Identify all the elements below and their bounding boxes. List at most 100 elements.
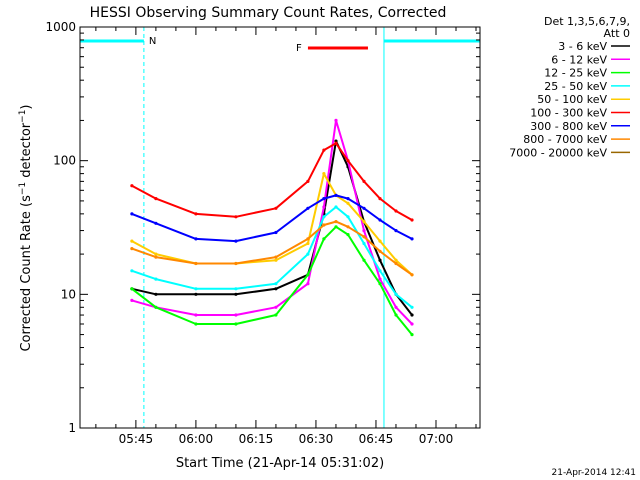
series-point-7 — [154, 255, 158, 259]
legend-header: Det 1,3,5,6,7,9, — [544, 15, 630, 28]
y-tick-label: 1 — [68, 421, 76, 435]
series-point-1 — [410, 322, 414, 326]
series-point-2 — [274, 313, 278, 317]
x-tick-label: 07:00 — [419, 432, 454, 446]
series-point-6 — [410, 237, 414, 241]
legend-entry-label: 6 - 12 keV — [551, 53, 607, 66]
x-tick-label: 06:45 — [359, 432, 394, 446]
series-point-5 — [130, 184, 134, 188]
flare-label: F — [296, 43, 302, 54]
legend-entry-label: 25 - 50 keV — [544, 80, 607, 93]
series-point-5 — [362, 179, 366, 183]
plot-area: NF — [80, 27, 481, 428]
series-point-0 — [194, 292, 198, 296]
series-point-3 — [306, 252, 310, 256]
series-point-7 — [394, 261, 398, 266]
series-point-6 — [154, 221, 158, 225]
series-point-5 — [274, 206, 278, 210]
series-point-4 — [394, 258, 398, 262]
series-point-7 — [410, 273, 414, 277]
chart-title: HESSI Observing Summary Count Rates, Cor… — [90, 5, 447, 21]
legend-entry-label: 3 - 6 keV — [558, 40, 607, 53]
series-point-3 — [274, 282, 278, 286]
legend-entry-label: 50 - 100 keV — [537, 93, 607, 106]
series-point-5 — [394, 209, 398, 213]
series-point-5 — [410, 218, 414, 222]
series-point-1 — [234, 313, 238, 317]
series-point-7 — [194, 261, 198, 266]
y-tick-label: 10 — [61, 287, 76, 301]
series-point-7 — [378, 249, 382, 253]
series-point-2 — [378, 282, 382, 286]
series-point-3 — [194, 287, 198, 291]
series-point-3 — [334, 205, 338, 209]
x-tick-label: 06:15 — [239, 432, 274, 446]
x-tick-label: 05:45 — [119, 432, 154, 446]
y-tick-label: 1000 — [45, 20, 76, 34]
y-axis: 1 10 100 1000 — [45, 20, 480, 435]
series-point-1 — [362, 229, 366, 233]
series-point-1 — [306, 282, 310, 286]
series-point-6 — [394, 229, 398, 233]
legend-entry-label: 100 - 300 keV — [530, 107, 607, 120]
legend-entry-label: 800 - 7000 keV — [523, 133, 607, 146]
series-point-3 — [130, 269, 134, 273]
series-point-2 — [362, 258, 366, 262]
series-point-5 — [194, 212, 198, 216]
series-point-7 — [334, 220, 338, 224]
series-point-7 — [346, 225, 350, 229]
series-point-4 — [362, 220, 366, 224]
series-point-0 — [410, 313, 414, 317]
legend-entry-label: 7000 - 20000 keV — [509, 146, 607, 159]
series-point-7 — [362, 235, 366, 239]
series-point-6 — [362, 206, 366, 210]
series-point-3 — [346, 215, 350, 219]
footer-timestamp: 21-Apr-2014 12:41 — [552, 468, 636, 478]
series-point-2 — [130, 287, 134, 291]
series-point-7 — [130, 247, 134, 251]
series-point-7 — [274, 255, 278, 259]
series-point-0 — [154, 292, 158, 296]
series-point-6 — [322, 197, 326, 201]
series-point-3 — [234, 287, 238, 291]
series-point-7 — [234, 261, 238, 266]
series-point-6 — [346, 197, 350, 201]
series-point-5 — [322, 148, 326, 152]
series-point-4 — [154, 252, 158, 256]
series-point-3 — [322, 215, 326, 219]
series-point-4 — [322, 172, 326, 176]
series-point-6 — [274, 230, 278, 235]
series-point-4 — [378, 239, 382, 243]
series-point-3 — [410, 305, 414, 309]
series-point-5 — [378, 197, 382, 201]
x-axis: 05:45 06:00 06:15 06:30 06:45 07:00 — [95, 27, 477, 446]
y-axis-label: Corrected Count Rate (s−1 detector−1) — [18, 104, 34, 351]
series-point-1 — [130, 298, 134, 302]
series-point-6 — [378, 218, 382, 222]
series-point-4 — [306, 241, 310, 246]
series-point-7 — [322, 223, 326, 227]
legend-entry-label: 12 - 25 keV — [544, 67, 607, 80]
series-point-2 — [322, 237, 326, 241]
series-point-4 — [130, 239, 134, 243]
series-point-1 — [194, 313, 198, 317]
plot-frame — [79, 26, 481, 429]
series-point-2 — [410, 333, 414, 337]
series-point-1 — [378, 277, 382, 281]
series-point-5 — [334, 141, 338, 145]
x-tick-label: 06:00 — [179, 432, 214, 446]
legend-entry-label: 300 - 800 keV — [530, 120, 607, 133]
series-point-2 — [194, 322, 198, 326]
series-point-1 — [274, 305, 278, 309]
series-point-4 — [274, 258, 278, 262]
series-point-4 — [346, 201, 350, 205]
series-point-6 — [234, 239, 238, 243]
series-point-2 — [394, 313, 398, 317]
series-point-1 — [394, 305, 398, 309]
series-point-1 — [334, 118, 338, 122]
legend-header: Att 0 — [604, 27, 630, 40]
series-point-6 — [194, 237, 198, 241]
series-point-3 — [154, 277, 158, 281]
